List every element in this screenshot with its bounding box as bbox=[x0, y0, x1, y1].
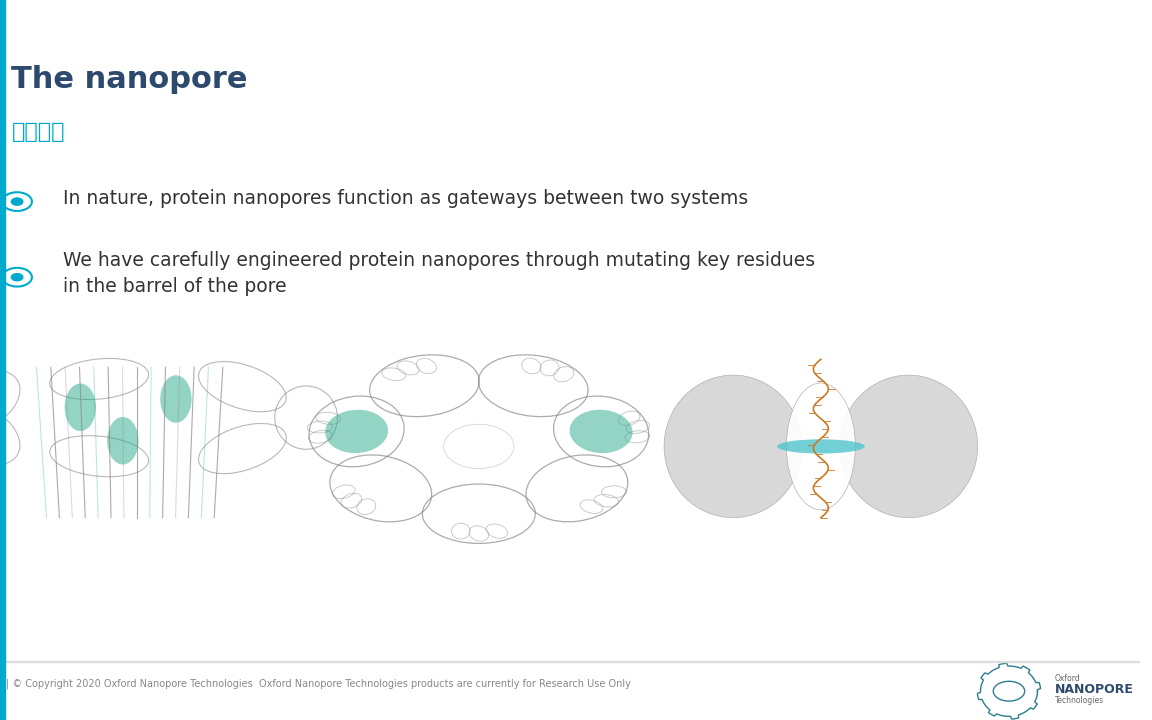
Ellipse shape bbox=[664, 375, 802, 518]
Circle shape bbox=[444, 424, 514, 469]
Ellipse shape bbox=[160, 375, 191, 423]
Bar bbox=[0, 661, 1140, 662]
Bar bbox=[0, 0, 5, 720]
Text: 核心技术: 核心技术 bbox=[12, 122, 65, 143]
Ellipse shape bbox=[787, 383, 855, 510]
Text: | © Copyright 2020 Oxford Nanopore Technologies  Oxford Nanopore Technologies pr: | © Copyright 2020 Oxford Nanopore Techn… bbox=[6, 679, 630, 689]
Text: The nanopore: The nanopore bbox=[12, 65, 248, 94]
Ellipse shape bbox=[840, 375, 978, 518]
Text: We have carefully engineered protein nanopores through mutating key residues
in : We have carefully engineered protein nan… bbox=[62, 251, 814, 297]
Circle shape bbox=[12, 198, 23, 205]
Ellipse shape bbox=[569, 410, 632, 453]
Ellipse shape bbox=[325, 410, 388, 453]
Ellipse shape bbox=[107, 417, 138, 464]
Text: NANOPORE: NANOPORE bbox=[1054, 683, 1134, 696]
Ellipse shape bbox=[776, 439, 865, 454]
Text: Oxford: Oxford bbox=[1054, 674, 1081, 683]
Ellipse shape bbox=[65, 384, 96, 431]
Circle shape bbox=[12, 274, 23, 281]
Text: Technologies: Technologies bbox=[1054, 696, 1104, 705]
Text: In nature, protein nanopores function as gateways between two systems: In nature, protein nanopores function as… bbox=[62, 189, 748, 207]
